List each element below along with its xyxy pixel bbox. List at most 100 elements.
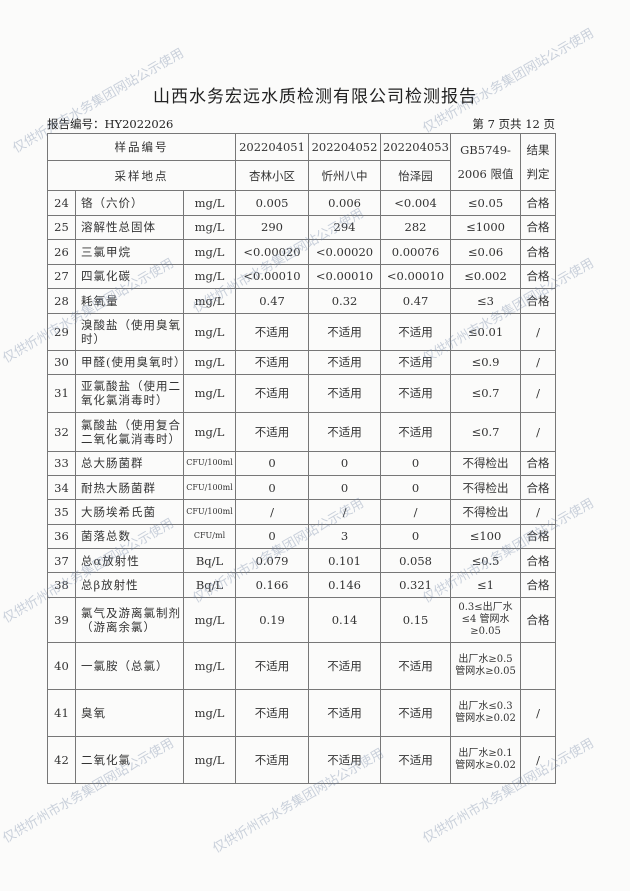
value-sample-2: 294: [308, 214, 382, 240]
table-row: 40 一氯胺（总氯） mg/L 不适用 不适用 不适用 出厂水≥0.5 管网水≥0.05: [47, 641, 557, 690]
item-name: 二氧化氯: [75, 735, 184, 784]
result-judgement: 合格: [520, 596, 557, 643]
value-sample-1: 0: [235, 523, 310, 550]
item-number: 34: [47, 474, 76, 501]
table-row: 27 四氯化碳 mg/L <0.00010 <0.00010 <0.00010 ≤0.002…: [47, 263, 557, 289]
value-sample-3: 不适用: [380, 735, 452, 784]
value-sample-2: 不适用: [308, 688, 382, 737]
value-sample-3: 不适用: [380, 312, 452, 351]
table-row: 41 臭氧 mg/L 不适用 不适用 不适用 出厂水≤0.3 管网水≥0.02/: [47, 688, 557, 737]
location-label: 采样地点: [46, 160, 237, 191]
report-title: 山西水务宏远水质检测有限公司检测报告: [153, 87, 477, 107]
result-judgement: 合格: [520, 263, 557, 289]
table-row: 30 甲醛(使用臭氧时） mg/L 不适用 不适用 不适用 ≤0.9/: [47, 349, 557, 375]
result-judgement: 合格: [520, 239, 557, 265]
result-judgement: 合格: [520, 450, 557, 476]
value-sample-3: 0.321: [380, 572, 452, 598]
item-number: 41: [47, 688, 76, 737]
item-unit: mg/L: [182, 263, 237, 289]
item-unit: mg/L: [182, 596, 237, 643]
value-sample-2: 不适用: [308, 641, 382, 690]
item-number: 26: [47, 239, 76, 265]
limit-value: ≤0.01: [450, 312, 522, 351]
limit-value: 不得检出: [450, 499, 522, 525]
table-row: 34 耐热大肠菌群 CFU/100ml 0 0 0 不得检出 合格: [47, 474, 557, 501]
item-number: 38: [47, 572, 76, 598]
item-unit: mg/L: [182, 349, 237, 375]
item-number: 39: [47, 596, 76, 643]
item-unit: CFU/100ml: [182, 474, 237, 501]
item-name: 亚氯酸盐（使用二氧化氯消毒时）: [75, 373, 184, 413]
result-judgement: 合格: [520, 548, 557, 574]
item-name: 总β放射性: [75, 572, 184, 598]
limit-value: ≤0.7: [450, 373, 522, 413]
limit-value: ≤0.06: [450, 239, 522, 265]
item-number: 30: [47, 349, 76, 375]
item-name: 总α放射性: [75, 548, 184, 574]
item-unit: mg/L: [182, 312, 237, 351]
item-unit: mg/L: [182, 288, 237, 314]
value-sample-1: 0.19: [235, 596, 310, 643]
table-row: 42 二氧化氯 mg/L 不适用 不适用 不适用 出厂水≥0.1 管网水≥0.02/: [47, 735, 557, 784]
item-name: 耗氧量: [75, 288, 184, 314]
table-row: 35 大肠埃希氏菌 CFU/100ml / / / 不得检出 /: [47, 499, 557, 525]
value-sample-3: 0.058: [380, 548, 452, 574]
value-sample-3: <0.00010: [380, 263, 452, 289]
page-info: 第 7 页共 12 页: [472, 117, 555, 131]
value-sample-3: 282: [380, 214, 452, 240]
item-number: 29: [47, 312, 76, 351]
item-number: 28: [47, 288, 76, 314]
table-row: 36 菌落总数 CFU/ml 0 3 0 ≤100 合格: [47, 523, 557, 550]
limit-value: ≤0.5: [450, 548, 522, 574]
table-row: 37 总α放射性 Bq/L 0.079 0.101 0.058 ≤0.5 合格: [47, 548, 557, 574]
table-row: 25 溶解性总固体 mg/L 290 294 282 ≤1000 合格: [47, 214, 557, 240]
item-name: 菌落总数: [75, 523, 184, 550]
table-row: 29 溴酸盐（使用臭氧时） mg/L 不适用 不适用 不适用 ≤0.01/: [47, 312, 557, 351]
item-unit: Bq/L: [182, 572, 237, 598]
report-number: 报告编号：HY2022026: [47, 117, 174, 131]
limit-value: 出厂水≥0.1 管网水≥0.02: [450, 735, 522, 784]
value-sample-1: 0.47: [235, 288, 310, 314]
limit-header-line2: 2006 限值: [457, 167, 514, 181]
sample-no-2: 202204052: [308, 133, 382, 161]
value-sample-3: 不适用: [380, 641, 452, 690]
value-sample-1: 不适用: [235, 411, 310, 452]
limit-value: ≤0.7: [450, 411, 522, 452]
value-sample-2: 0: [308, 450, 382, 476]
item-name: 铬（六价）: [75, 190, 184, 216]
value-sample-2: <0.00010: [308, 263, 382, 289]
table-row: 33 总大肠菌群 CFU/100ml 0 0 0 不得检出 合格: [47, 450, 557, 476]
table-row: 32 氯酸盐（使用复合二氧化氯消毒时） mg/L 不适用 不适用 不适用 ≤0.7/: [47, 411, 557, 452]
value-sample-2: 0.14: [308, 596, 382, 643]
value-sample-3: 0.00076: [380, 239, 452, 265]
value-sample-3: 0: [380, 450, 452, 476]
item-unit: Bq/L: [182, 548, 237, 574]
value-sample-2: 不适用: [308, 312, 382, 351]
item-number: 33: [47, 450, 76, 476]
table-row: 26 三氯甲烷 mg/L <0.00020 <0.00020 0.00076 ≤0.06 合格: [47, 239, 557, 265]
item-name: 耐热大肠菌群: [75, 474, 184, 501]
value-sample-2: 0.146: [308, 572, 382, 598]
header-row-location: 采样地点 杏林小区 忻州八中 怡泽园: [46, 160, 556, 191]
result-judgement: /: [520, 688, 557, 737]
value-sample-3: 不适用: [380, 349, 452, 375]
item-number: 25: [47, 214, 76, 240]
result-judgement: /: [520, 349, 557, 375]
limit-value: 不得检出: [450, 450, 522, 476]
result-judgement: 合格: [520, 288, 557, 314]
table-row: 38 总β放射性 Bq/L 0.166 0.146 0.321 ≤1 合格: [47, 572, 557, 598]
result-judgement: 合格: [520, 474, 557, 501]
header-row-sample-no: 样品编号 202204051 202204052 202204053 GB574…: [46, 133, 557, 191]
item-name: 溴酸盐（使用臭氧时）: [75, 312, 184, 351]
value-sample-1: 不适用: [235, 641, 310, 690]
item-unit: mg/L: [182, 735, 237, 784]
result-judgement: 合格: [520, 190, 557, 216]
item-number: 40: [47, 641, 76, 690]
result-judgement: 合格: [520, 572, 557, 598]
value-sample-2: 0.101: [308, 548, 382, 574]
value-sample-1: 0.005: [235, 190, 310, 216]
item-number: 24: [47, 190, 76, 216]
table-row: 24 铬（六价） mg/L 0.005 0.006 <0.004 ≤0.05 合格: [47, 190, 557, 216]
value-sample-1: 290: [235, 214, 310, 240]
limit-value: ≤1: [450, 572, 522, 598]
